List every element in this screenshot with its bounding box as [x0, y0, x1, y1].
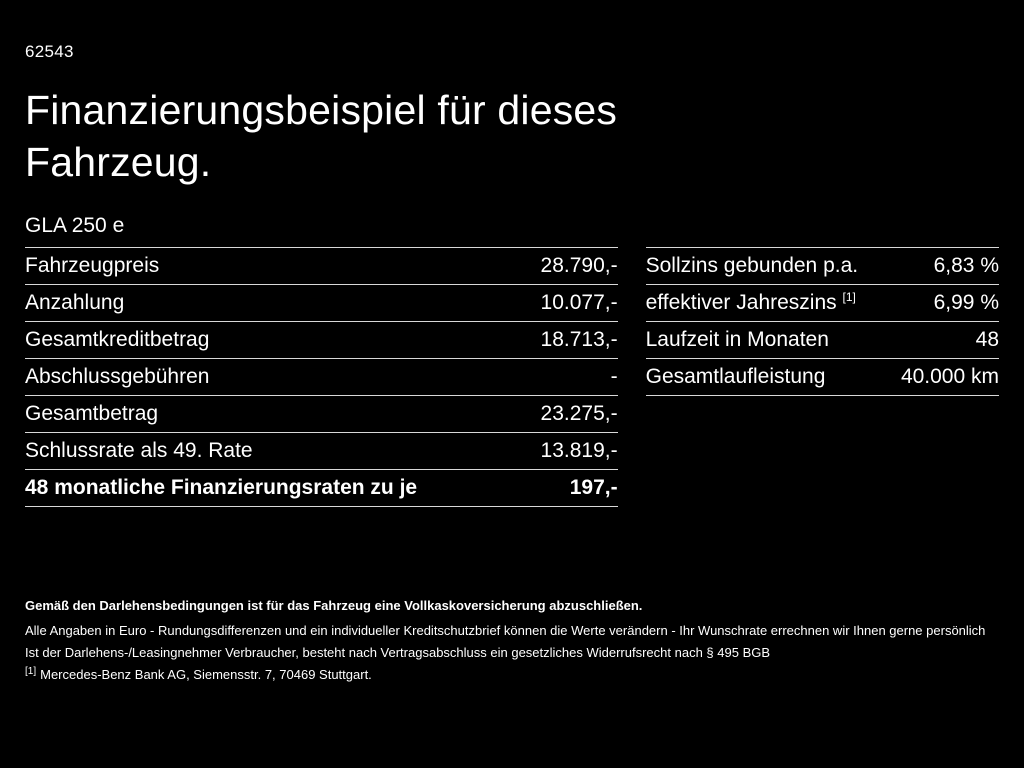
page-title-line-2: Fahrzeug. [25, 139, 212, 185]
row-label: effektiver Jahreszins [1] [645, 290, 856, 314]
disclaimer-line-1: Alle Angaben in Euro - Rundungsdifferenz… [25, 623, 986, 638]
row-label: Sollzins gebunden p.a. [645, 254, 859, 277]
footnote-reference: [1] [842, 290, 856, 304]
row-value: - [610, 365, 618, 388]
row-value: 40.000 km [900, 365, 999, 388]
row-label: Anzahlung [25, 291, 125, 314]
table-row: Laufzeit in Monaten 48 [645, 321, 999, 358]
page-title: Finanzierungsbeispiel für dieses Fahrzeu… [25, 84, 999, 188]
disclaimer-line-2: Ist der Darlehens-/Leasingnehmer Verbrau… [25, 645, 771, 660]
row-value: 13.819,- [540, 439, 618, 462]
row-value: 18.713,- [540, 328, 618, 351]
row-value: 48 [975, 328, 999, 351]
row-value: 197,- [569, 476, 618, 499]
row-value: 23.275,- [540, 402, 618, 425]
table-row: Abschlussgebühren - [25, 358, 618, 395]
table-row: effektiver Jahreszins [1] 6,99 % [645, 284, 999, 321]
row-value: 6,83 % [933, 254, 999, 277]
table-row: Gesamtlaufleistung 40.000 km [645, 358, 999, 396]
table-row: Gesamtkreditbetrag 18.713,- [25, 321, 618, 358]
row-label: Abschlussgebühren [25, 365, 210, 388]
row-label: Schlussrate als 49. Rate [25, 439, 253, 462]
table-row: Sollzins gebunden p.a. 6,83 % [645, 247, 999, 284]
insurance-note: Gemäß den Darlehensbedingungen ist für d… [25, 598, 643, 613]
footnote-marker: [1] [25, 665, 37, 677]
footnote-text: Mercedes-Benz Bank AG, Siemensstr. 7, 70… [40, 667, 372, 682]
vehicle-model: GLA 250 e [25, 214, 125, 237]
financing-tables: Fahrzeugpreis 28.790,- Anzahlung 10.077,… [25, 247, 999, 507]
row-label: 48 monatliche Finanzierungsraten zu je [25, 476, 418, 499]
footnote: [1] Mercedes-Benz Bank AG, Siemensstr. 7,… [25, 665, 1000, 682]
table-row-monthly-rate: 48 monatliche Finanzierungsraten zu je 1… [25, 469, 618, 507]
table-row: Fahrzeugpreis 28.790,- [25, 247, 618, 284]
reference-number: 62543 [25, 42, 74, 61]
footer-disclaimer: Gemäß den Darlehensbedingungen ist für d… [25, 598, 1000, 689]
row-label: Fahrzeugpreis [25, 254, 160, 277]
row-label: Gesamtbetrag [25, 402, 159, 425]
row-label: Gesamtlaufleistung [645, 365, 826, 388]
table-row: Schlussrate als 49. Rate 13.819,- [25, 432, 618, 469]
row-value: 10.077,- [540, 291, 618, 314]
financing-table-left: Fahrzeugpreis 28.790,- Anzahlung 10.077,… [25, 247, 618, 507]
page-title-line-1: Finanzierungsbeispiel für dieses [25, 87, 618, 133]
row-value: 28.790,- [540, 254, 618, 277]
table-row: Anzahlung 10.077,- [25, 284, 618, 321]
table-row: Gesamtbetrag 23.275,- [25, 395, 618, 432]
row-label: Gesamtkreditbetrag [25, 328, 210, 351]
row-label: Laufzeit in Monaten [645, 328, 829, 351]
row-value: 6,99 % [933, 291, 999, 314]
financing-table-right: Sollzins gebunden p.a. 6,83 % effektiver… [645, 247, 999, 396]
